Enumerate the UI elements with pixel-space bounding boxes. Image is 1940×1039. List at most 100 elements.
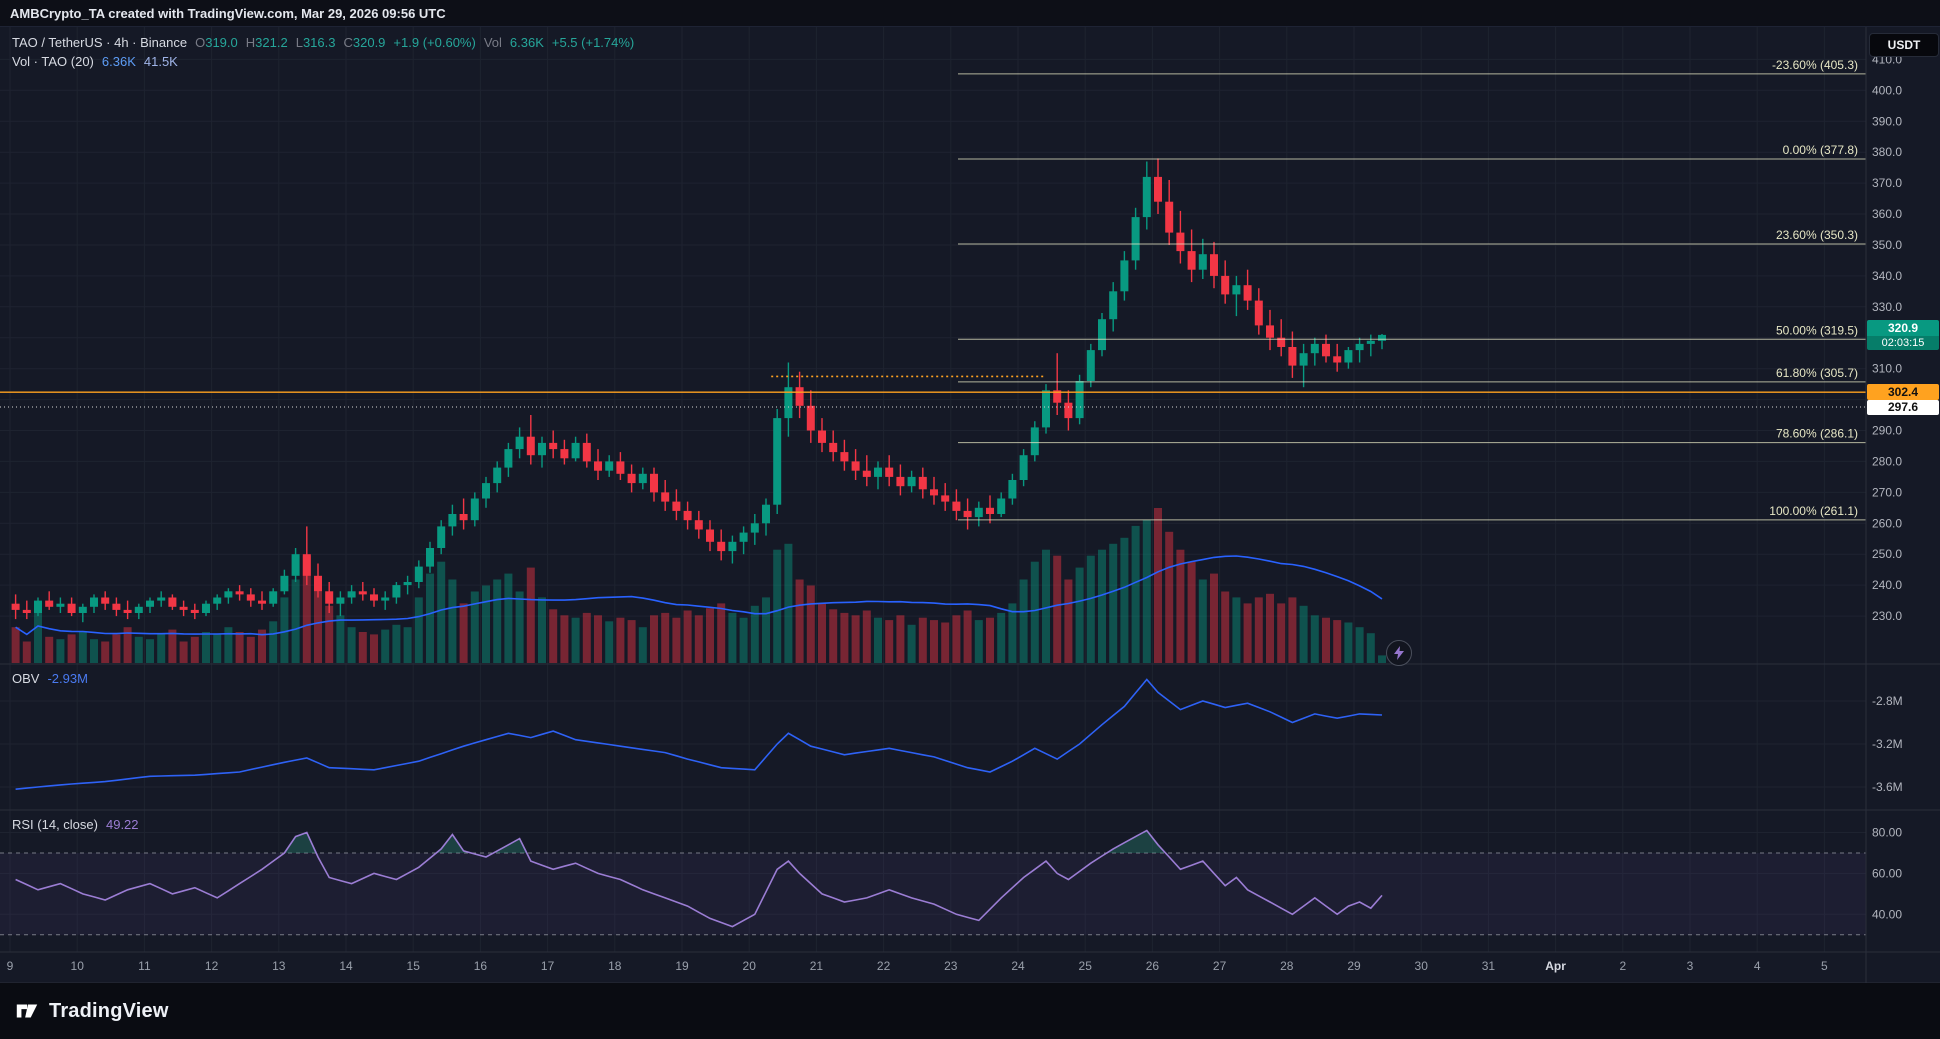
volume-bar (1288, 597, 1297, 663)
candle-body (213, 597, 222, 604)
tradingview-logo[interactable]: TradingView (14, 998, 169, 1024)
rsi-line (15, 829, 1383, 928)
volume-bar (851, 615, 860, 663)
time-tick-label: Apr (1545, 959, 1566, 973)
volume-bar (974, 620, 983, 663)
volume-bar (874, 617, 882, 663)
candle-body (470, 498, 479, 521)
volume-bar (381, 629, 390, 663)
volume-bar (1131, 525, 1140, 663)
time-tick-label: 21 (810, 959, 824, 973)
candle-body (1243, 285, 1252, 301)
rsi-band-fill (0, 853, 1866, 935)
price-tick-label: 310.0 (1872, 362, 1902, 376)
volume-bar (571, 617, 580, 663)
time-tick-label: 5 (1821, 959, 1828, 973)
time-tick-label: 10 (71, 959, 85, 973)
obv-legend[interactable]: OBV -2.93M (12, 669, 88, 688)
ohlc-open: O319.0 (195, 35, 238, 50)
volume-ma-legend-row[interactable]: Vol · TAO (20) 6.36K 41.5K (12, 52, 634, 71)
ohlc-low: L316.3 (295, 35, 336, 50)
symbol-legend-row[interactable]: TAO / TetherUS · 4h · Binance O319.0 H32… (12, 33, 634, 52)
currency-toggle-button[interactable]: USDT (1869, 33, 1939, 57)
volume-bar (134, 636, 143, 663)
ohlc-close: C320.9 (343, 35, 386, 50)
candle-body (392, 585, 401, 598)
rsi-tick-label: 60.00 (1872, 866, 1902, 880)
rsi-legend[interactable]: RSI (14, close) 49.22 (12, 815, 139, 834)
time-tick-label: 11 (138, 959, 151, 973)
time-tick-label: 17 (541, 959, 555, 973)
volume-bar (1344, 622, 1353, 663)
obv-tick-label: -3.6M (1872, 780, 1903, 794)
candle-body (1030, 427, 1039, 456)
candle-body (784, 387, 793, 419)
volume-bar (1075, 567, 1084, 663)
volume-bar (560, 615, 569, 663)
volume-bar (157, 633, 166, 663)
candle-body (482, 483, 490, 499)
candle-body (627, 473, 636, 484)
candle-body (1310, 343, 1319, 354)
volume-bar (818, 603, 826, 663)
candle-body (739, 532, 748, 542)
volume-bar (269, 621, 278, 663)
candle-body (818, 430, 826, 443)
tradingview-wordmark: TradingView (49, 999, 169, 1022)
volume-bar (448, 579, 457, 663)
time-tick-label: 16 (474, 959, 488, 973)
volume-bar (493, 579, 502, 663)
volume-bar (224, 627, 233, 663)
time-axis[interactable] (0, 952, 1866, 983)
candle-body (672, 501, 681, 511)
candle-body (347, 591, 356, 598)
time-tick-label: 3 (1687, 959, 1694, 973)
lightning-icon[interactable] (1386, 640, 1412, 666)
price-tick-label: 250.0 (1872, 547, 1902, 561)
volume-bar (336, 615, 345, 663)
candle-body (1142, 176, 1151, 218)
volume-bar (1322, 617, 1330, 663)
volume-bar (885, 620, 894, 663)
candle-body (515, 436, 524, 450)
volume-bar (101, 641, 110, 663)
volume-bar (1086, 555, 1095, 663)
candle-body (22, 609, 31, 613)
volume-bar (179, 641, 188, 663)
time-tick-label: 9 (7, 959, 14, 973)
main-legend: TAO / TetherUS · 4h · Binance O319.0 H32… (12, 33, 634, 71)
obv-tick-label: -2.8M (1872, 694, 1903, 708)
volume-bar (258, 629, 266, 663)
candle-body (78, 606, 87, 613)
time-tick-label: 13 (272, 959, 286, 973)
volume-bar (1142, 519, 1151, 663)
candle-body (986, 507, 994, 514)
candle-body (638, 473, 647, 484)
volume-bar (168, 629, 177, 663)
volume-bar (403, 627, 412, 663)
volume-bar (1120, 537, 1129, 663)
price-tick-label: 370.0 (1872, 176, 1902, 190)
volume-bar (862, 610, 871, 663)
time-tick-label: 29 (1347, 959, 1361, 973)
candle-body (112, 603, 121, 610)
candle-body (291, 554, 300, 576)
volume-bar (437, 561, 446, 663)
volume-bar (112, 634, 121, 663)
volume-bar (941, 622, 950, 663)
candle-body (1254, 300, 1263, 326)
volume-bar (1310, 615, 1319, 663)
volume-bar (1254, 597, 1263, 663)
time-tick-label: 26 (1146, 959, 1160, 973)
candle-body (1355, 343, 1364, 351)
volume-bar (1378, 655, 1386, 663)
price-tick-label: 400.0 (1872, 83, 1902, 97)
candle-body (493, 467, 502, 484)
price-change: +1.9 (+0.60%) (393, 35, 476, 50)
price-axis[interactable] (1866, 27, 1940, 952)
volume-bar (370, 634, 378, 663)
price-tick-label: 350.0 (1872, 238, 1902, 252)
volume-bar (302, 555, 311, 663)
rsi-value: 49.22 (105, 817, 139, 832)
